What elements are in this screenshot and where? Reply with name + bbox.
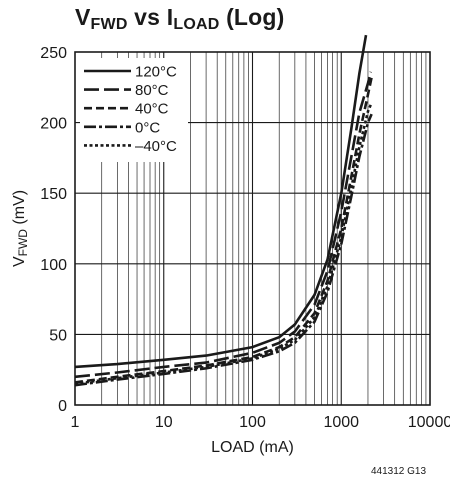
y-axis-label: VFWD (mV)	[11, 190, 30, 267]
legend-label-1: 80°C	[135, 82, 169, 99]
series-line-4	[74, 102, 373, 386]
x-tick-label: 100	[239, 414, 266, 431]
y-tick-label: 0	[58, 398, 67, 415]
x-tick-label: 10000	[408, 414, 450, 431]
legend-label-2: 40°C	[135, 101, 169, 118]
legend-label-4: –40°C	[135, 138, 177, 155]
figure-code: 441312 G13	[371, 466, 427, 477]
y-tick-label: 200	[40, 116, 67, 133]
x-tick-label: 10	[155, 414, 173, 431]
tick-labels: 1 10 100 1000 10000 0 50 100 150 200 250	[40, 45, 450, 431]
series-line-1	[74, 71, 373, 379]
legend-label-0: 120°C	[135, 64, 177, 81]
y-tick-label: 150	[40, 186, 67, 203]
chart-title: VFWD vs ILOAD (Log)	[75, 4, 285, 33]
series-line-3	[74, 113, 373, 387]
plot-frame	[74, 51, 431, 406]
y-tick-label: 250	[40, 45, 67, 62]
series-line-0	[74, 34, 368, 369]
x-tick-label: 1000	[323, 414, 359, 431]
y-tick-label: 50	[49, 327, 67, 344]
y-tick-label: 100	[40, 257, 67, 274]
series-layer	[74, 34, 373, 387]
series-line-2	[74, 77, 373, 384]
x-axis-label: LOAD (mA)	[211, 439, 294, 456]
x-tick-label: 1	[71, 414, 80, 431]
legend-label-3: 0°C	[135, 119, 160, 136]
legend: 120°C80°C 40°C0°C –40°C	[84, 64, 177, 155]
